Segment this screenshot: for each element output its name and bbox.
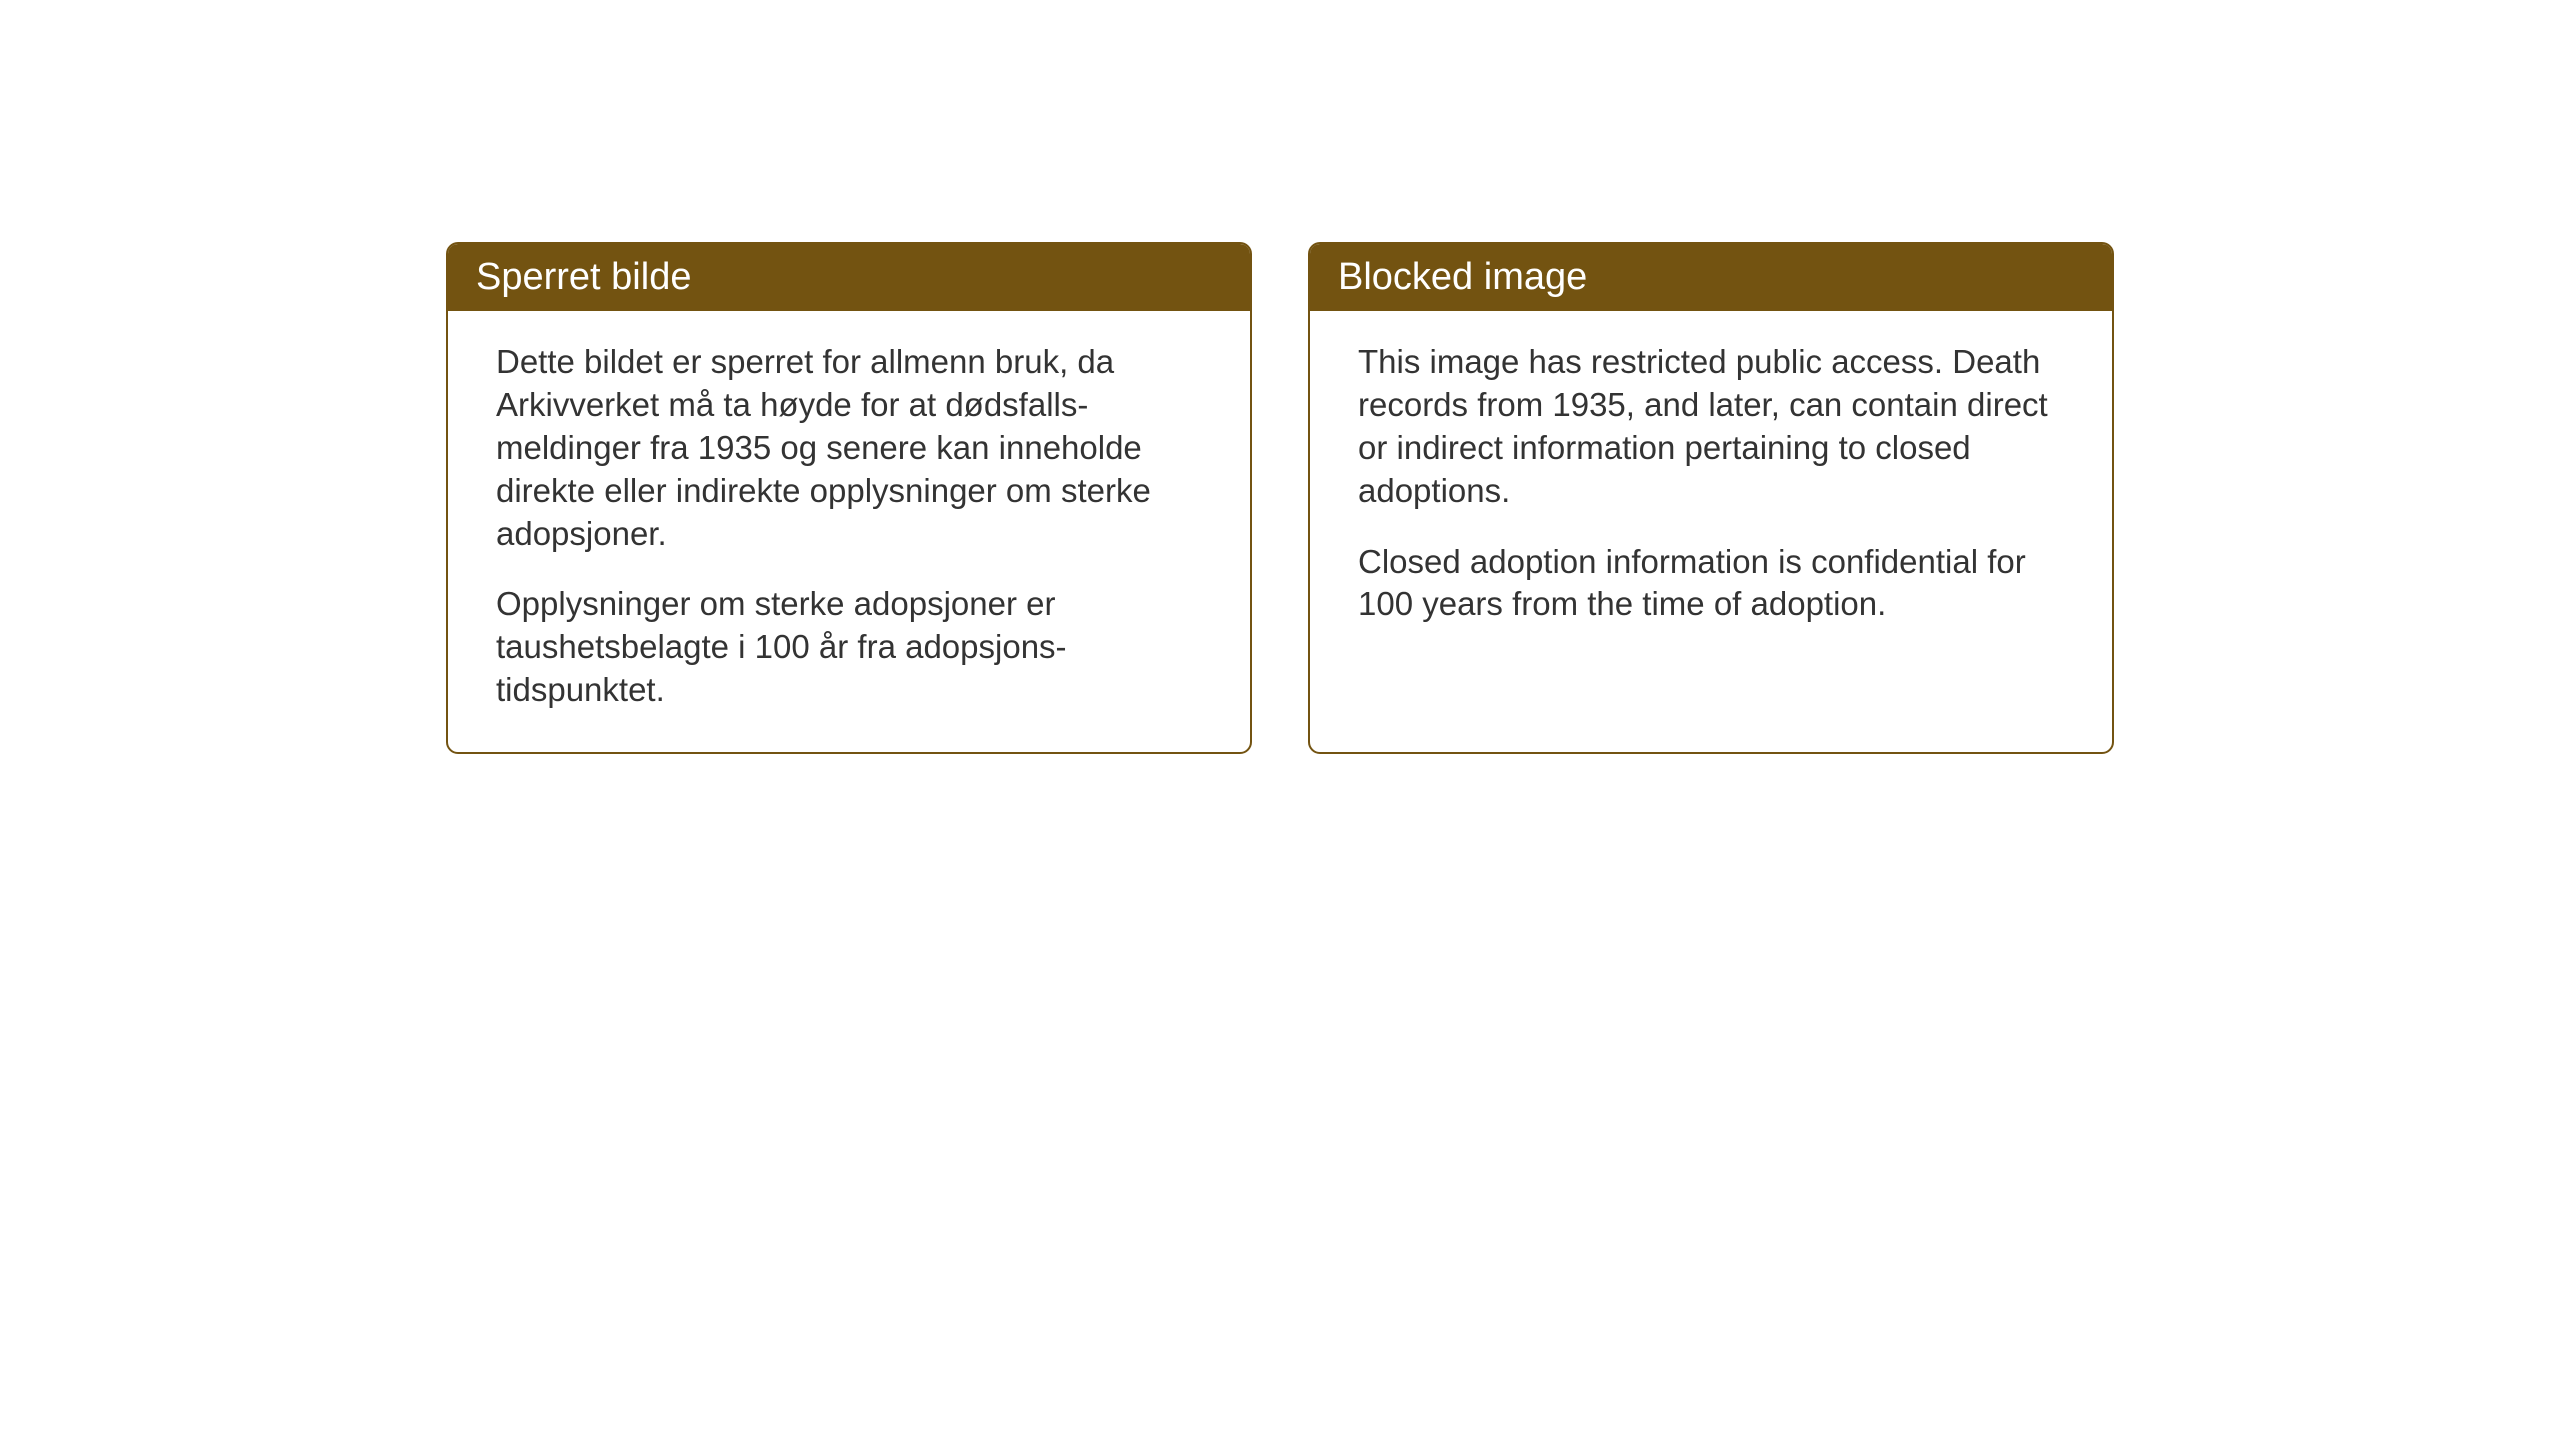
norwegian-paragraph-1: Dette bildet er sperret for allmenn bruk…: [496, 341, 1202, 555]
english-paragraph-1: This image has restricted public access.…: [1358, 341, 2064, 513]
english-card-title: Blocked image: [1338, 256, 1587, 298]
norwegian-card-title: Sperret bilde: [476, 256, 691, 298]
english-card-body: This image has restricted public access.…: [1310, 311, 2112, 666]
norwegian-card-header: Sperret bilde: [448, 244, 1250, 311]
notice-cards-container: Sperret bilde Dette bildet er sperret fo…: [446, 242, 2114, 754]
norwegian-notice-card: Sperret bilde Dette bildet er sperret fo…: [446, 242, 1252, 754]
english-paragraph-2: Closed adoption information is confident…: [1358, 541, 2064, 627]
norwegian-card-body: Dette bildet er sperret for allmenn bruk…: [448, 311, 1250, 752]
norwegian-paragraph-2: Opplysninger om sterke adopsjoner er tau…: [496, 583, 1202, 712]
english-notice-card: Blocked image This image has restricted …: [1308, 242, 2114, 754]
english-card-header: Blocked image: [1310, 244, 2112, 311]
